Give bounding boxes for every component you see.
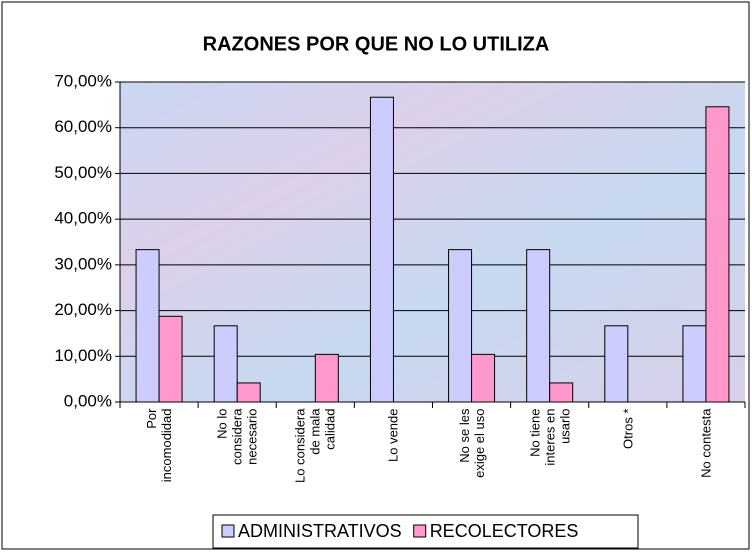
legend-label: ADMINISTRATIVOS xyxy=(238,521,402,541)
y-tick-label: 50,00% xyxy=(54,163,112,182)
bar xyxy=(604,325,629,403)
y-tick-label: 10,00% xyxy=(54,346,112,365)
y-tick-label: 20,00% xyxy=(54,300,112,319)
bar xyxy=(369,96,394,403)
x-tick-label: Lo considera de mala calidad xyxy=(292,408,338,483)
bar xyxy=(526,249,551,403)
legend-swatch xyxy=(413,524,427,538)
x-tick-label: No se les exige el uso xyxy=(456,408,487,478)
y-tick-label: 60,00% xyxy=(54,117,112,136)
bar xyxy=(549,382,574,403)
bar xyxy=(314,353,339,403)
chart-title: RAZONES POR QUE NO LO UTILIZA xyxy=(203,33,550,55)
x-tick-label: No tiene interes en usarlo xyxy=(527,408,573,466)
x-tick-label: Por incomodidad xyxy=(144,408,175,482)
x-tick-label: No lo considera necesario xyxy=(214,408,260,465)
x-tick-label: Lo vende xyxy=(385,408,401,462)
y-tick-label: 40,00% xyxy=(54,209,112,228)
bar xyxy=(448,249,473,403)
legend-label: RECOLECTORES xyxy=(430,521,579,541)
bar xyxy=(158,315,183,403)
y-tick-label: 30,00% xyxy=(54,254,112,273)
bar xyxy=(471,353,496,403)
bar xyxy=(135,249,160,403)
y-tick-label: 0,00% xyxy=(64,391,112,410)
y-tick-label: 70,00% xyxy=(54,71,112,90)
bar xyxy=(682,325,707,403)
x-tick-label: Otros * xyxy=(620,408,636,449)
bar xyxy=(213,325,238,403)
bar xyxy=(236,382,261,403)
x-tick-label: No contesta xyxy=(698,408,714,478)
legend-swatch xyxy=(221,524,235,538)
bar xyxy=(705,106,730,403)
